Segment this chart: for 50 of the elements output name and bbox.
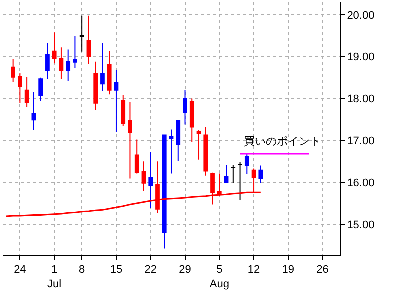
x-tick-label: 26	[316, 264, 329, 276]
candlestick	[94, 61, 98, 111]
x-tick-label: 24	[14, 264, 26, 276]
candlestick	[80, 15, 84, 52]
candlestick	[134, 139, 140, 174]
candlestick	[162, 134, 167, 250]
x-tick-label: 22	[144, 264, 157, 276]
candlestick	[100, 42, 105, 92]
candlestick	[128, 102, 132, 180]
candlestick	[114, 70, 119, 133]
candlestick	[107, 50, 112, 96]
candlestick	[46, 42, 50, 80]
candlestick	[24, 76, 30, 108]
candlestick	[183, 90, 188, 126]
candlestick	[32, 92, 36, 131]
candlestick	[73, 36, 78, 69]
candlestick	[231, 164, 236, 184]
candlestick	[204, 126, 208, 176]
candlestick	[169, 129, 174, 174]
x-tick-label: 1 Jul	[48, 264, 62, 290]
y-tick-label: 16.00	[347, 177, 375, 190]
candlestick	[196, 130, 202, 160]
y-tick-label: 15.00	[347, 219, 375, 232]
x-tick-label: 8	[79, 264, 86, 276]
candlestick	[86, 15, 92, 65]
candlestick	[18, 72, 22, 104]
candlestick	[258, 165, 264, 184]
x-tick-label: 29	[179, 264, 192, 276]
x-tick-label: 5 Aug	[210, 264, 230, 290]
y-tick-label: 17.00	[347, 136, 375, 148]
candlestick	[121, 94, 126, 126]
candlestick	[52, 32, 57, 64]
y-tick-label: 19.00	[347, 52, 375, 64]
y-tick-label: 18.00	[347, 94, 375, 106]
series-label: 買いのポイント	[244, 135, 321, 148]
candlestick	[244, 153, 250, 175]
candlestick	[148, 152, 154, 209]
candlestick	[142, 161, 146, 192]
candlestick	[190, 98, 194, 143]
candlestick	[66, 49, 71, 82]
candlestick	[224, 164, 229, 184]
x-tick-label: 19	[282, 264, 295, 276]
candlestick	[238, 162, 242, 201]
x-tick-label: 15	[110, 264, 123, 276]
candlestick	[176, 120, 181, 162]
candlestick	[11, 58, 16, 83]
candlestick	[59, 47, 64, 80]
candlestick	[38, 77, 44, 102]
y-tick-label: 20.00	[347, 10, 375, 22]
x-tick-label: 12	[248, 264, 260, 276]
